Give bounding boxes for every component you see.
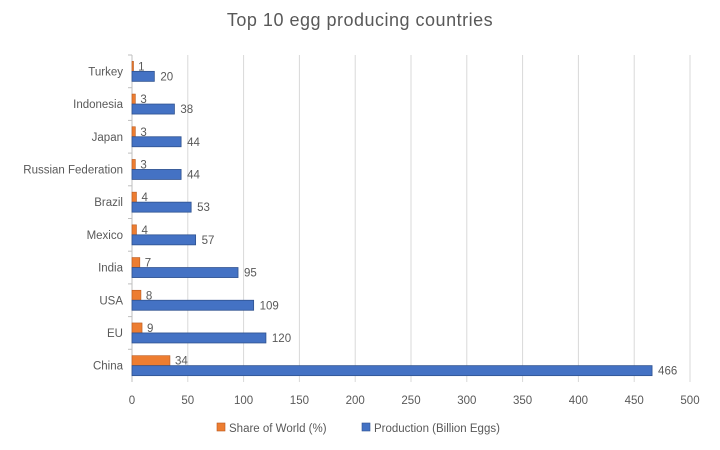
bar-production xyxy=(131,267,239,278)
bar-share-of-world xyxy=(131,61,134,72)
category-label: Brazil xyxy=(94,197,123,209)
x-tick-label: 300 xyxy=(457,395,476,407)
bar-share-of-world xyxy=(131,191,137,203)
data-label-production: 44 xyxy=(187,137,200,149)
category-label: USA xyxy=(99,295,123,307)
bar-share-of-world xyxy=(131,322,143,334)
data-label-share: 7 xyxy=(145,258,151,270)
data-label-production: 120 xyxy=(272,333,291,345)
data-label-share: 3 xyxy=(140,159,146,171)
x-tick-label: 0 xyxy=(129,395,135,407)
legend-label: Share of World (%) xyxy=(229,423,327,435)
bar-share-of-world xyxy=(131,355,171,366)
bar-production xyxy=(131,201,192,213)
x-tick-labels: 0 50 100 150 200 250 300 350 400 450 500 xyxy=(129,395,700,407)
category-label: India xyxy=(98,263,124,275)
bar-production xyxy=(131,70,155,82)
chart-title: Top 10 egg producing countries xyxy=(227,10,493,30)
category-label: China xyxy=(93,361,124,373)
x-tick-label: 450 xyxy=(625,395,644,407)
data-label-production: 95 xyxy=(244,268,257,280)
legend-swatch xyxy=(361,422,371,432)
x-tick-label: 50 xyxy=(181,395,194,407)
bar-production xyxy=(131,103,175,115)
legend-swatch xyxy=(216,422,226,432)
x-tick-label: 200 xyxy=(346,395,365,407)
bar-production xyxy=(131,299,255,311)
data-label-production: 57 xyxy=(202,235,215,247)
bar-production xyxy=(131,332,267,344)
legend-label: Production (Billion Eggs) xyxy=(374,423,500,435)
category-label: Indonesia xyxy=(73,99,123,111)
category-label: Mexico xyxy=(87,230,123,242)
legend: Share of World (%) Production (Billion Eg… xyxy=(216,422,500,435)
data-label-production: 20 xyxy=(160,71,173,83)
category-label: Japan xyxy=(92,132,123,144)
x-tick-label: 150 xyxy=(290,395,309,407)
data-label-share: 4 xyxy=(141,192,148,204)
bar-production xyxy=(131,136,182,148)
data-label-production: 38 xyxy=(180,104,193,116)
data-label-production: 44 xyxy=(187,169,200,181)
x-tick-label: 100 xyxy=(234,395,253,407)
data-label-share: 4 xyxy=(141,225,148,237)
data-label-share: 8 xyxy=(146,290,152,302)
x-tick-label: 350 xyxy=(513,395,532,407)
bar-share-of-world xyxy=(131,93,136,105)
data-label-production: 109 xyxy=(260,300,279,312)
data-label-share: 1 xyxy=(138,61,144,73)
data-label-production: 53 xyxy=(197,202,210,214)
bar-share-of-world xyxy=(131,224,137,236)
data-label-share: 34 xyxy=(175,356,188,368)
data-label-share: 3 xyxy=(140,94,146,106)
data-label-share: 9 xyxy=(147,323,153,335)
data-label-share: 3 xyxy=(140,127,146,139)
bar-production xyxy=(131,234,197,246)
x-tick-label: 500 xyxy=(680,395,699,407)
category-label: EU xyxy=(107,328,123,340)
category-label: Russian Federation xyxy=(23,164,123,176)
category-label: Turkey xyxy=(88,66,123,78)
data-label-production: 466 xyxy=(658,366,677,378)
bar-share-of-world xyxy=(131,257,141,268)
bar-share-of-world xyxy=(131,126,136,138)
x-tick-label: 400 xyxy=(569,395,588,407)
bar-share-of-world xyxy=(131,159,136,170)
bar-production xyxy=(131,365,653,377)
category-labels: Turkey Indonesia Japan Russian Federation Br… xyxy=(23,54,132,373)
bar-share-of-world xyxy=(131,289,142,301)
x-tick-label: 250 xyxy=(401,395,420,407)
bar-production xyxy=(131,169,182,180)
